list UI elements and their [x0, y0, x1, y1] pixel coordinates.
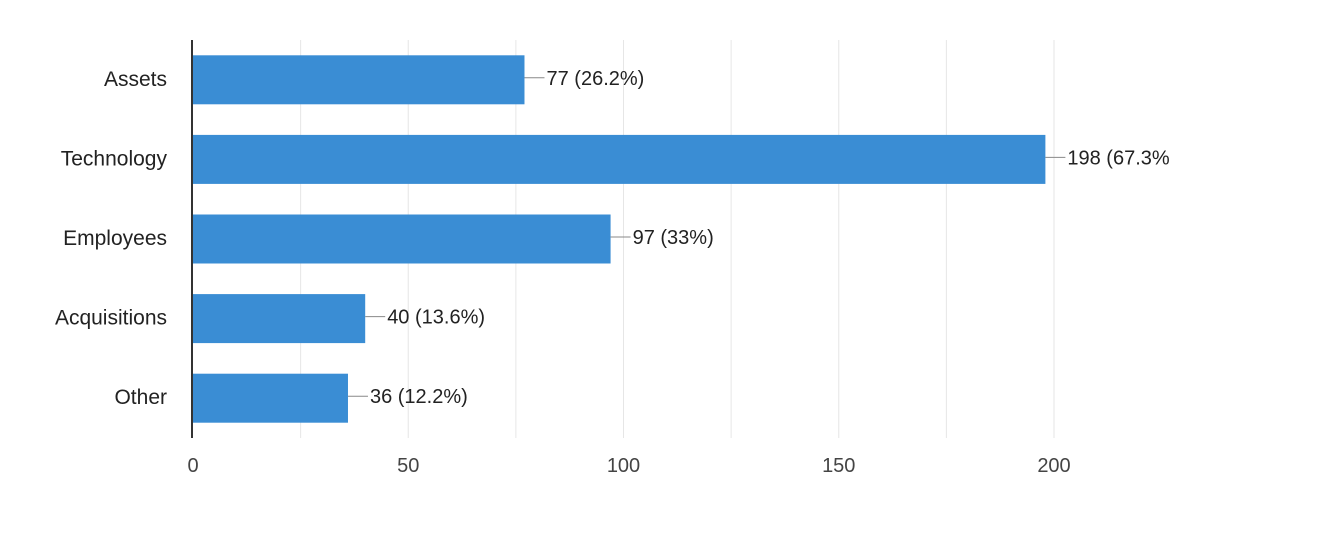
x-tick-label: 200 — [1037, 455, 1070, 477]
bar — [193, 55, 525, 105]
bar — [193, 134, 1046, 184]
category-label: Assets — [104, 68, 167, 91]
bar — [193, 294, 366, 344]
x-tick-label: 50 — [397, 455, 419, 477]
category-label: Other — [114, 386, 167, 409]
bars — [193, 55, 1046, 423]
category-label: Acquisitions — [55, 307, 167, 330]
x-tick-label: 0 — [187, 455, 198, 477]
data-label: 36 (12.2%) — [370, 386, 468, 408]
data-label: 40 (13.6%) — [387, 307, 485, 329]
x-tick-label: 150 — [822, 455, 855, 477]
data-label: 97 (33%) — [633, 227, 714, 249]
data-label: 198 (67.3% — [1067, 147, 1170, 169]
labels: 77 (26.2%) Assets 198 (67.3% Technology 97 (… — [55, 68, 1170, 477]
category-label: Employees — [63, 227, 167, 250]
bar — [193, 214, 611, 264]
x-tick-label: 100 — [607, 455, 640, 477]
category-label: Technology — [61, 147, 168, 170]
data-label: 77 (26.2%) — [546, 68, 644, 90]
bar — [193, 373, 348, 423]
